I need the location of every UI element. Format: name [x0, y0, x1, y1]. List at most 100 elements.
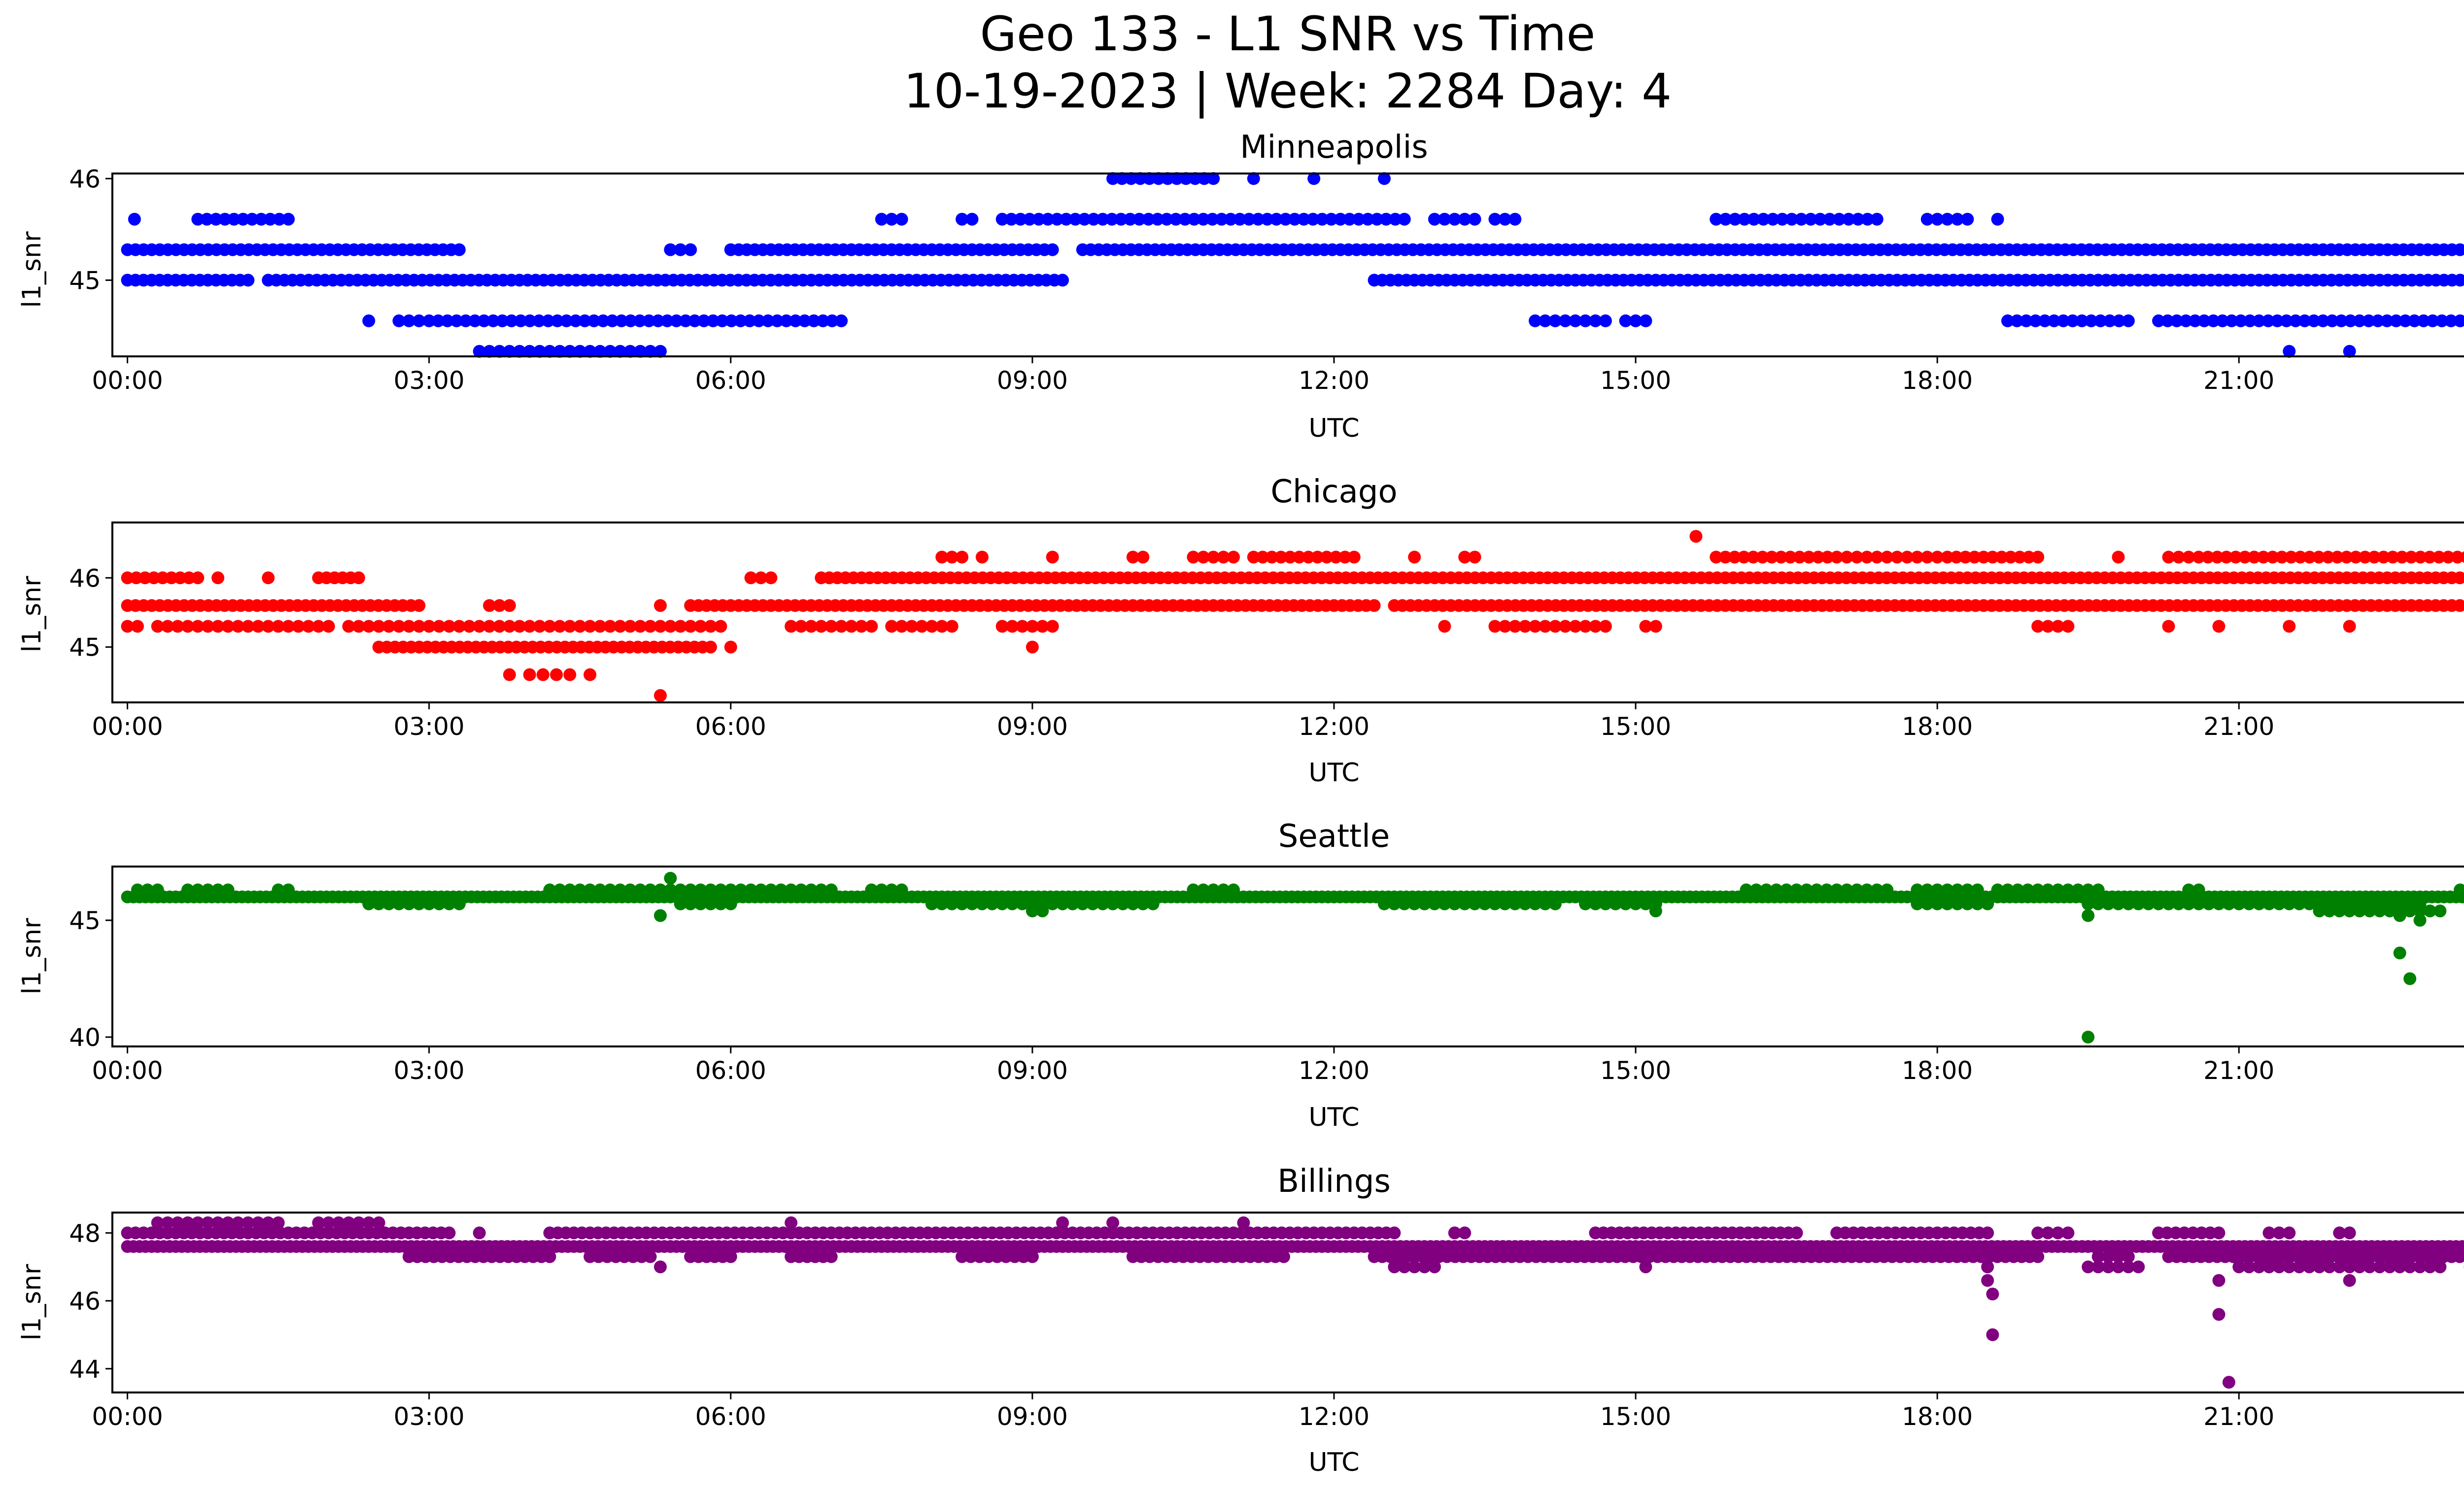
data-point — [1478, 897, 1491, 910]
data-point — [725, 314, 738, 327]
data-point — [674, 883, 687, 897]
data-point — [583, 620, 597, 633]
data-point — [1719, 212, 1732, 226]
data-point — [964, 1250, 977, 1263]
data-point — [1051, 212, 1063, 226]
data-point — [264, 212, 277, 226]
y-tick-label: 40 — [69, 1023, 101, 1052]
data-point — [644, 1250, 657, 1263]
data-point — [2343, 1274, 2356, 1287]
data-point — [2343, 345, 2356, 358]
data-point — [1770, 883, 1783, 897]
data-point — [2403, 972, 2417, 985]
x-tick-label: 18:00 — [1902, 366, 1973, 395]
data-point — [1408, 551, 1421, 564]
x-tick-label: 06:00 — [695, 1402, 766, 1431]
data-point — [493, 345, 506, 358]
data-point — [151, 883, 164, 897]
data-point — [569, 314, 582, 327]
data-point — [2373, 904, 2386, 918]
data-point — [1297, 212, 1310, 226]
data-point — [707, 314, 719, 327]
data-point — [614, 883, 627, 897]
data-point — [2307, 314, 2321, 327]
x-axis-label: UTC — [1308, 1448, 1359, 1477]
data-point — [553, 345, 566, 358]
data-point — [131, 883, 144, 897]
data-point — [1458, 897, 1472, 910]
data-point — [352, 571, 365, 585]
data-point — [362, 314, 376, 327]
data-point — [1488, 897, 1502, 910]
data-point — [2343, 620, 2356, 633]
data-point — [1152, 172, 1165, 185]
data-point — [2004, 551, 2018, 564]
data-point — [563, 620, 577, 633]
data-point — [2091, 883, 2105, 897]
data-point — [606, 314, 619, 327]
data-point — [2323, 1260, 2336, 1274]
data-point — [875, 883, 888, 897]
data-point — [583, 883, 597, 897]
y-tick-label: 46 — [69, 564, 101, 592]
data-point — [2161, 314, 2174, 327]
data-point — [915, 620, 928, 633]
data-point — [1315, 212, 1329, 226]
data-point — [412, 620, 426, 633]
data-point — [543, 883, 556, 897]
data-point — [1785, 212, 1798, 226]
data-point — [587, 314, 601, 327]
data-point — [1125, 172, 1138, 185]
data-point — [2453, 599, 2464, 612]
data-point — [1589, 620, 1602, 633]
data-point — [181, 620, 194, 633]
data-point — [362, 620, 376, 633]
data-point — [824, 1250, 838, 1263]
data-point — [2242, 897, 2256, 910]
data-point — [1498, 212, 1511, 226]
data-point — [151, 620, 164, 633]
data-point — [2172, 551, 2185, 564]
data-point — [2112, 897, 2125, 910]
data-point — [1408, 897, 1421, 910]
data-point — [2261, 314, 2275, 327]
data-point — [1224, 212, 1237, 226]
data-point — [1629, 314, 1643, 327]
data-point — [1931, 897, 1944, 910]
data-point — [956, 897, 969, 910]
data-point — [2094, 314, 2107, 327]
data-point — [1069, 212, 1082, 226]
data-point — [2453, 1250, 2464, 1263]
data-point — [1388, 1260, 1401, 1274]
data-point — [1036, 904, 1049, 918]
data-point — [583, 345, 597, 358]
data-point — [332, 1216, 345, 1229]
data-point — [221, 1216, 235, 1229]
x-tick-label: 00:00 — [92, 1056, 163, 1085]
data-point — [2404, 551, 2418, 564]
data-point — [2335, 314, 2348, 327]
data-point — [1810, 883, 1823, 897]
data-point — [1468, 212, 1481, 226]
data-point — [1398, 897, 1411, 910]
ticks: 00:00 03:00 06:00 09:00 12:00 15:00 18:00 21:00… — [69, 906, 2274, 1085]
data-point — [1719, 551, 1732, 564]
data-point — [1014, 212, 1027, 226]
data-point — [2082, 883, 2095, 897]
data-point — [1589, 314, 1602, 327]
data-point — [2103, 314, 2117, 327]
data-point — [1609, 897, 1622, 910]
data-point — [1178, 212, 1192, 226]
data-point — [2041, 1226, 2054, 1240]
data-point — [654, 620, 667, 633]
data-point — [1136, 897, 1150, 910]
data-point — [1529, 620, 1542, 633]
data-point — [211, 620, 225, 633]
data-point — [1870, 212, 1883, 226]
data-point — [1559, 314, 1572, 327]
data-point — [392, 620, 406, 633]
data-point — [1161, 172, 1174, 185]
data-point — [459, 314, 473, 327]
y-axis-label: l1_snr — [17, 576, 47, 653]
data-point — [1784, 551, 1797, 564]
